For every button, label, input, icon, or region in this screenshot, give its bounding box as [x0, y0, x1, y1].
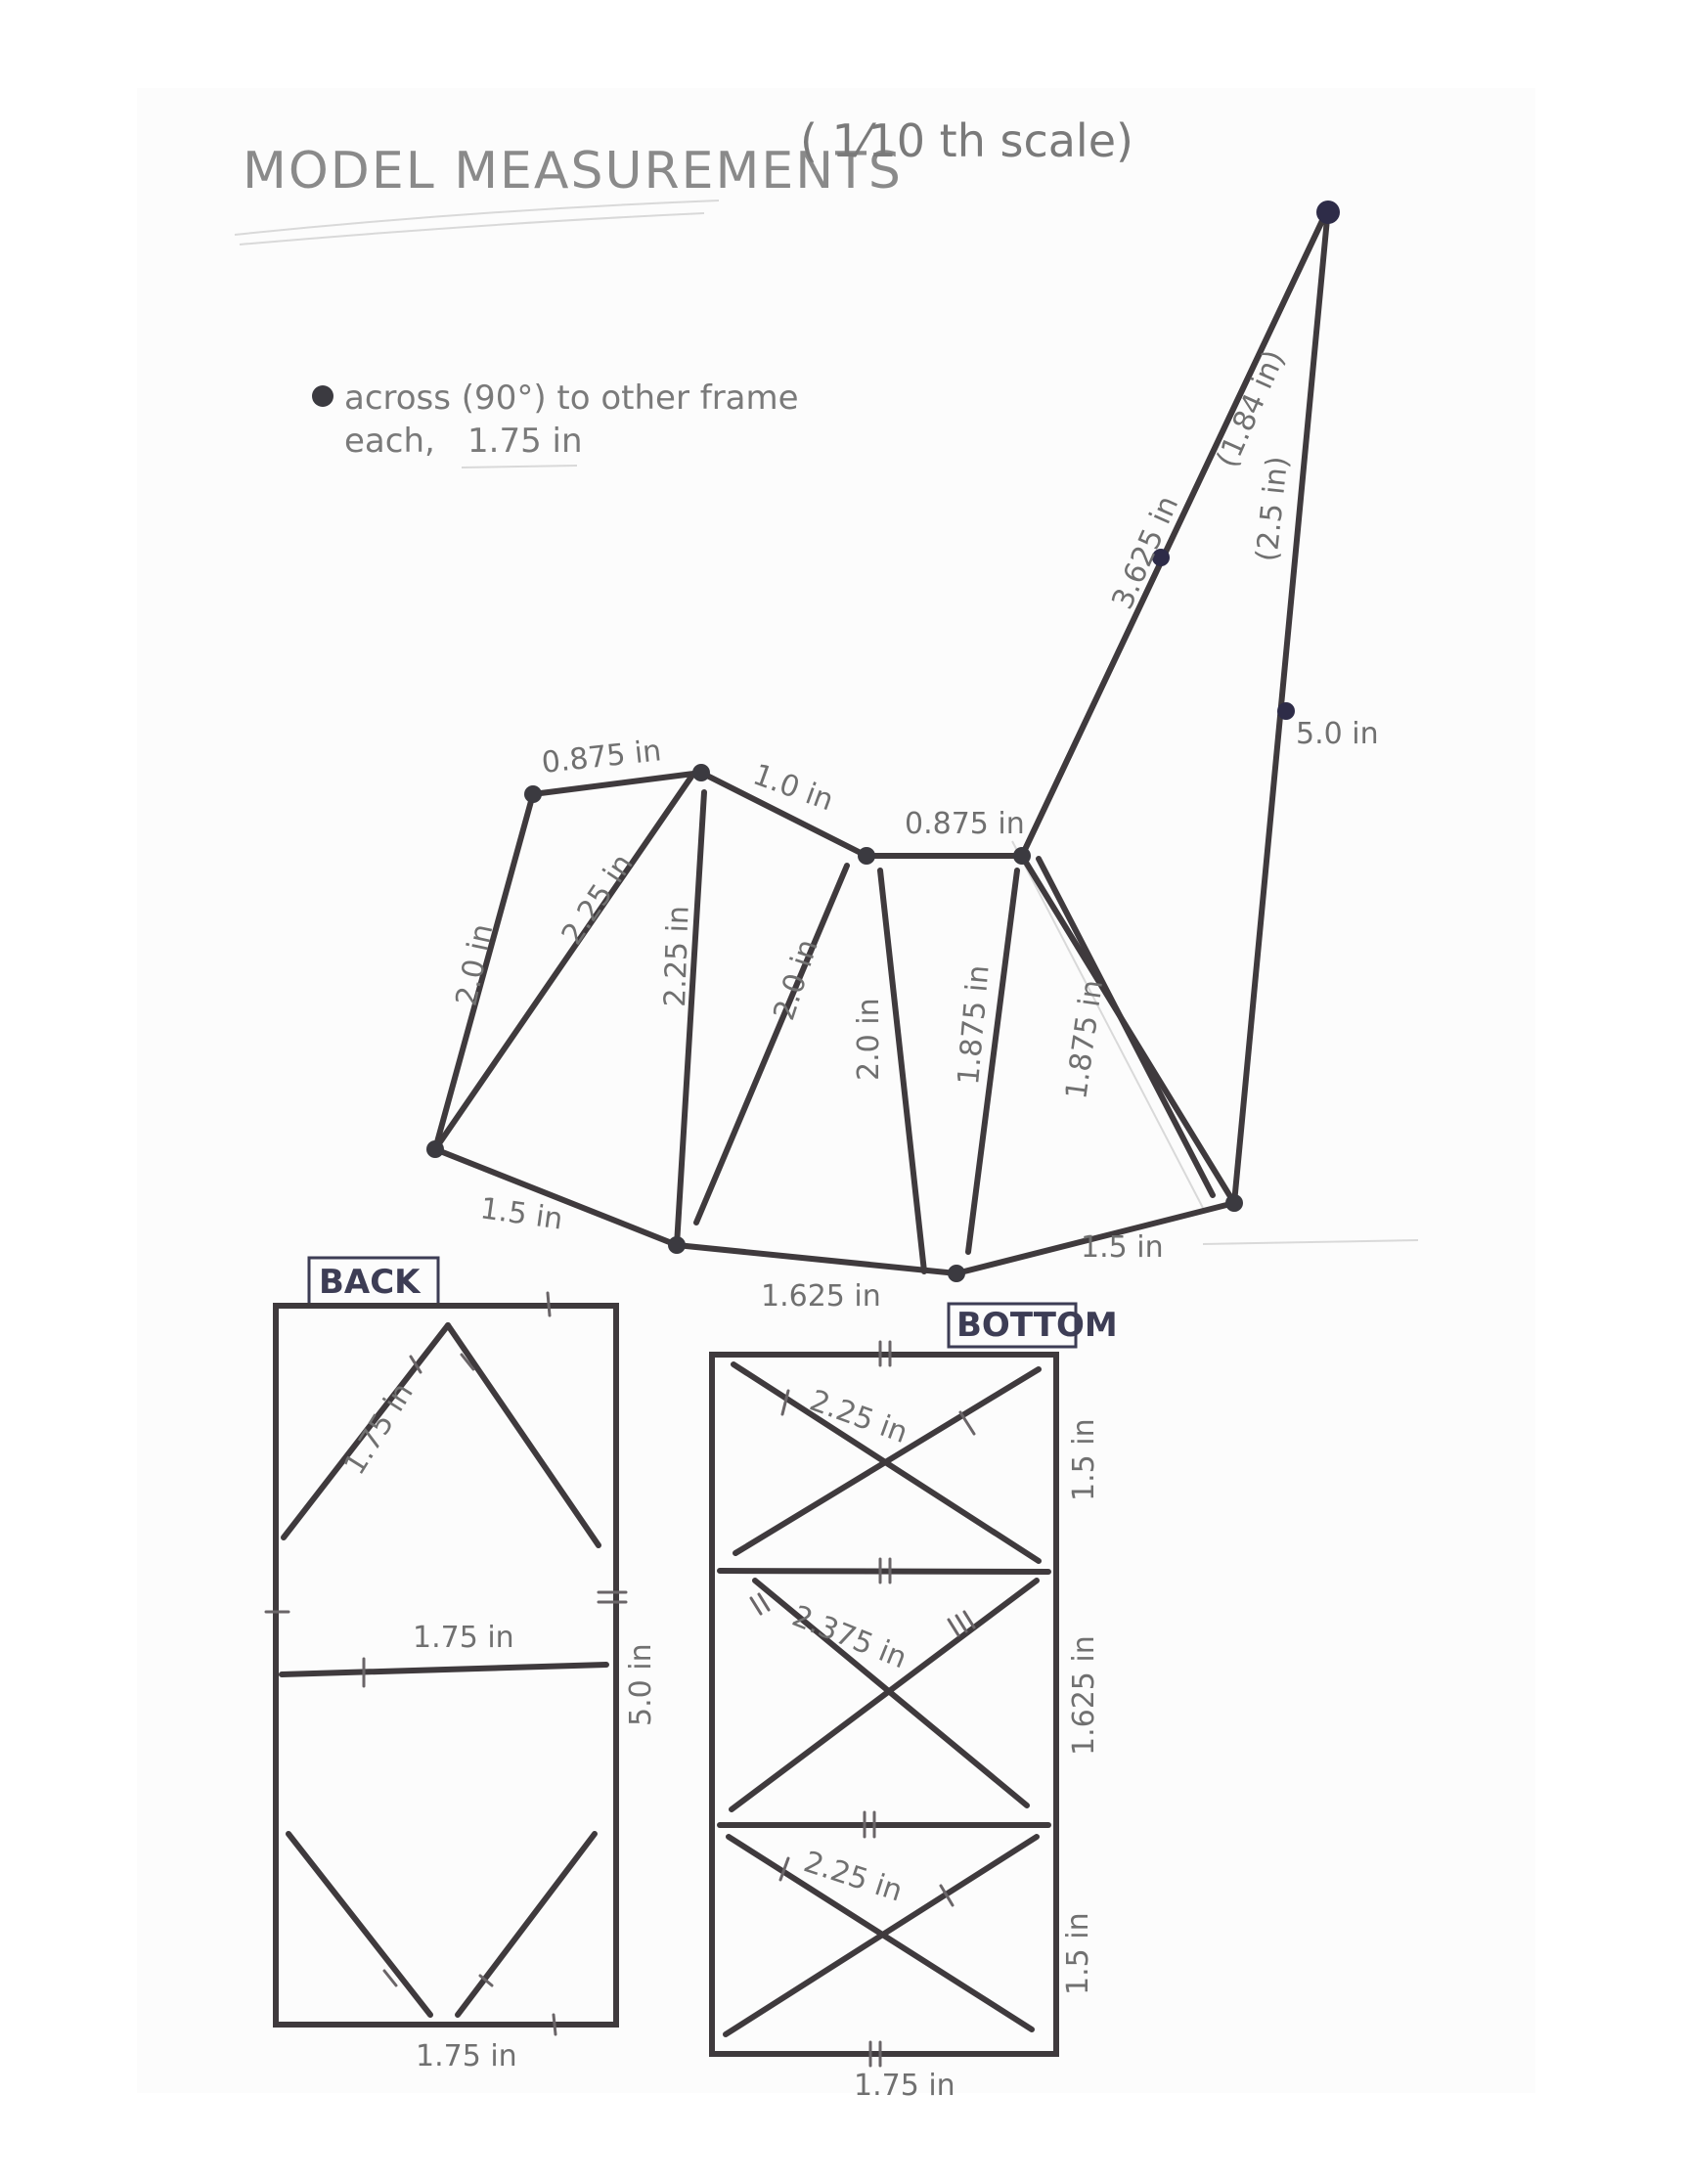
back-diagonal-top-right — [445, 1322, 601, 1548]
tick — [546, 1291, 552, 1317]
member-vertical-1 — [674, 789, 707, 1248]
bottom-frame — [709, 1352, 1059, 2057]
bottom-cross-member-1 — [717, 1568, 1051, 1575]
joint — [668, 1236, 686, 1254]
bottom-dim-width: 1.75 in — [854, 2069, 955, 2103]
back-label: BACK — [319, 1263, 422, 1302]
back-frame — [273, 1303, 619, 2028]
tick — [478, 1974, 494, 1987]
tick — [382, 1969, 398, 1987]
joint — [692, 764, 710, 781]
bottom-x-3b — [723, 1834, 1040, 2037]
tick — [947, 1618, 960, 1637]
tick — [939, 1884, 955, 1907]
tick — [780, 1389, 790, 1416]
dim-top-right: 0.875 in — [905, 807, 1025, 841]
member-diagonal-3 — [1036, 856, 1216, 1198]
back-dim-bottom: 1.75 in — [416, 2039, 517, 2073]
bottom-dim-side-bottom: 1.5 in — [1061, 1912, 1095, 1995]
bottom-dim-side-top: 1.5 in — [1067, 1418, 1101, 1501]
boom-tip-joint — [1316, 201, 1340, 224]
joint — [1225, 1194, 1243, 1212]
legend-line-1: across (90°) to other frame — [344, 379, 799, 418]
dim-boom-lower: 5.0 in — [1296, 717, 1379, 751]
tick — [552, 2013, 557, 2036]
legend: across (90°) to other frame each, 1.75 i… — [312, 379, 799, 468]
joint — [524, 785, 542, 803]
joint — [1013, 847, 1031, 865]
joint — [426, 1140, 444, 1158]
back-dim-middle: 1.75 in — [413, 1621, 514, 1655]
back-view: BACK 1.75 in 1.75 in 5.0 in 1.75 in — [264, 1256, 658, 2073]
tick — [962, 1610, 976, 1629]
ground-line — [1202, 1239, 1419, 1245]
page-title: MODEL MEASUREMENTS — [243, 142, 903, 201]
bottom-view: BOTTOM 2.25 in 2.375 in 2.25 in 1.5 in 1… — [709, 1302, 1118, 2103]
tick — [955, 1614, 968, 1633]
bottom-x-2b — [729, 1578, 1040, 1812]
header: MODEL MEASUREMENTS ( 1⁄10 th scale) — [234, 114, 1133, 245]
construction-line — [1011, 840, 1204, 1209]
title-underline — [234, 200, 720, 236]
back-middle-member — [279, 1662, 609, 1677]
tick — [958, 1410, 976, 1436]
legend-line-2: each, — [344, 422, 435, 461]
dim-bottom-right: 1.5 in — [1081, 1230, 1164, 1265]
back-dim-height: 5.0 in — [624, 1643, 658, 1726]
back-diagonal-bottom-right — [455, 1831, 598, 2018]
joint — [948, 1265, 965, 1282]
back-diagonal-bottom-left — [286, 1831, 433, 2018]
legend-underline — [461, 465, 578, 468]
boom-mid-joint — [1152, 549, 1170, 566]
tick — [409, 1355, 422, 1374]
title-underline-2 — [239, 212, 705, 245]
back-diagonal-top-left — [281, 1322, 451, 1540]
member-diagonal-2 — [693, 863, 850, 1226]
bottom-dim-side-mid: 1.625 in — [1067, 1635, 1101, 1756]
dim-bottom-mid: 1.625 in — [761, 1279, 881, 1314]
joint — [858, 847, 875, 865]
member-vertical-2 — [877, 868, 927, 1274]
bottom-x-1b — [733, 1366, 1042, 1556]
tick — [778, 1856, 790, 1882]
tick — [749, 1596, 763, 1616]
dim-vertical-5: 2.0 in — [852, 998, 886, 1081]
scale-note: ( 1⁄10 th scale) — [800, 114, 1133, 167]
tick — [460, 1353, 475, 1371]
bottom-label-box — [947, 1302, 1078, 1349]
boom-upper — [1019, 205, 1331, 859]
side-outline — [432, 206, 1331, 1213]
legend-dot-icon — [312, 385, 333, 407]
side-bottom-chord — [432, 1146, 1237, 1277]
member-vertical-3 — [965, 868, 1020, 1255]
dim-vertical-3: 2.25 in — [658, 905, 696, 1007]
legend-value: 1.75 in — [467, 422, 583, 461]
boom-mid-joint — [1277, 702, 1295, 720]
side-view: 0.875 in 1.0 in 0.875 in 2.0 in 2.25 in … — [426, 201, 1419, 1314]
paper — [137, 88, 1535, 2093]
tick — [757, 1592, 771, 1612]
bottom-label: BOTTOM — [956, 1306, 1118, 1345]
member-diagonal-1 — [432, 774, 694, 1152]
